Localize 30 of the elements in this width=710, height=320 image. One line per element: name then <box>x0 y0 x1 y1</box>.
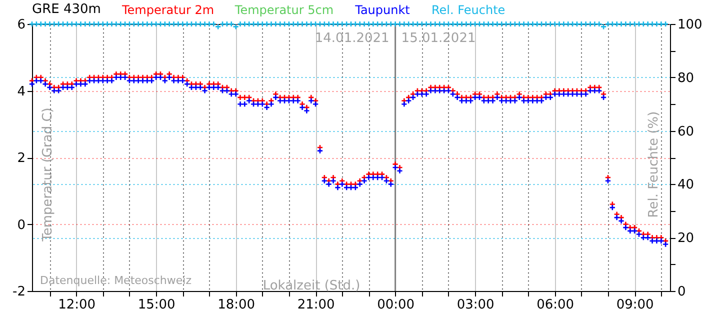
legend-label: Temperatur 5cm <box>234 3 334 17</box>
y2-tick-label: 40 <box>678 178 694 193</box>
y-axis-title: Temperatur (Grad C) <box>40 108 56 242</box>
text: Temperatur 2m <box>121 3 214 17</box>
y2-tick-label: 80 <box>678 70 694 86</box>
y-tick-label: 0 <box>17 218 26 233</box>
series-label: Rel. Feuchte <box>432 3 506 17</box>
x-tick-label: 03:00 <box>456 298 494 312</box>
y2-axis-title: Rel. Feuchte (%) <box>646 111 662 218</box>
y-tick-label: 2 <box>17 151 26 166</box>
x-tick-label: 21:00 <box>297 298 335 312</box>
y2-tick-label: 100 <box>678 18 702 32</box>
y2-tick-label: 0 <box>678 284 686 300</box>
y2-tick-label: 20 <box>678 231 694 246</box>
y-tick-label: 6 <box>17 18 26 32</box>
x-tick-label: 00:00 <box>377 298 415 312</box>
x-tick-label: 15:00 <box>138 298 176 312</box>
text: Taupunkt <box>354 3 410 17</box>
y2-tick-label: 60 <box>678 124 694 140</box>
x-tick-label: 18:00 <box>218 298 256 312</box>
x-tick-label: 09:00 <box>616 298 654 312</box>
y-tick-label: 4 <box>17 84 26 100</box>
annotation: 15.01.2021 <box>401 31 476 46</box>
x-axis-title: Lokalzeit (Std.) <box>262 278 360 294</box>
y-tick-label: -2 <box>12 284 26 300</box>
chart-title: GRE 430m <box>32 2 101 17</box>
x-tick-label: 06:00 <box>536 298 574 312</box>
annotation: Datenquelle: Meteoschweiz <box>40 274 192 287</box>
x-tick-label: 12:00 <box>58 298 96 312</box>
annotation: 14.01.2021 <box>314 31 390 46</box>
